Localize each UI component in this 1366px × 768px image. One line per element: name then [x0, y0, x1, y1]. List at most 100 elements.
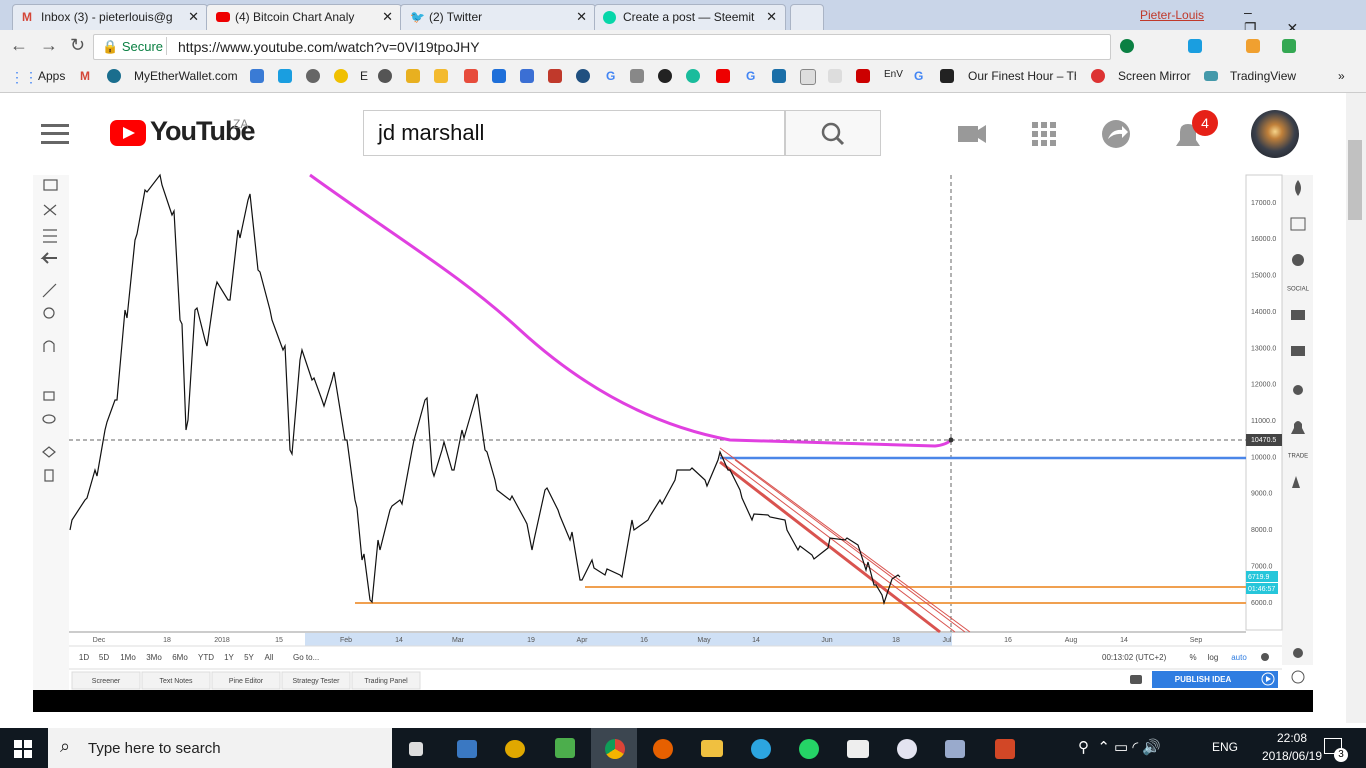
url: https://www.youtube.com/watch?v=0VI19tpo… — [178, 39, 480, 55]
panel-tab-label[interactable]: Screener — [92, 678, 121, 685]
x-tick-label: 16 — [1004, 637, 1012, 644]
price-series — [69, 173, 901, 606]
gmail-icon[interactable]: M — [80, 69, 90, 83]
x-tick-label: 14 — [1120, 637, 1128, 644]
action-center[interactable] — [1324, 738, 1342, 754]
range-button[interactable]: 5D — [99, 653, 109, 662]
bookmark[interactable]: TradingView — [1230, 69, 1297, 83]
tab-title: Inbox (3) - pieterlouis@g — [41, 10, 173, 24]
search-button[interactable] — [785, 110, 881, 156]
range-button[interactable]: 3Mo — [146, 653, 162, 662]
nav-buttons[interactable]: ←→↻ — [10, 35, 98, 55]
tab[interactable]: (4) Bitcoin Chart Analy ✕ — [206, 4, 402, 30]
publish-button[interactable] — [1152, 671, 1278, 688]
search-box[interactable]: jd marshall — [363, 110, 785, 156]
panel-tab-label[interactable]: Trading Panel — [364, 678, 408, 685]
panel-tab-label[interactable]: Text Notes — [159, 678, 193, 685]
price-label-box — [1246, 434, 1282, 446]
youtube-logo-icon[interactable] — [110, 120, 146, 146]
y-tick-label: 14000.0 — [1251, 309, 1276, 316]
tab[interactable]: Create a post — Steemit ✕ — [594, 4, 786, 30]
security-indicator: 🔒 Secure — [102, 39, 164, 54]
scale-option[interactable]: % — [1189, 653, 1196, 662]
bookmark[interactable]: G — [746, 69, 756, 83]
range-button[interactable]: 1Mo — [120, 653, 136, 662]
x-tick-label: 18 — [163, 637, 171, 644]
range-button[interactable]: YTD — [198, 653, 214, 662]
bookmark[interactable]: G — [914, 69, 924, 83]
notification-badge: 4 — [1192, 110, 1218, 136]
panel-tab[interactable] — [351, 671, 421, 690]
chart-frame — [33, 175, 1313, 690]
bookmark[interactable]: MyEtherWallet.com — [134, 69, 238, 83]
goto-button[interactable]: Go to... — [293, 653, 319, 662]
bookmark[interactable]: Apps — [38, 69, 66, 83]
y-tick-label: 12000.0 — [1251, 382, 1276, 389]
taskbar-search[interactable]: ⌕ Type here to search — [48, 728, 392, 768]
menu-button[interactable] — [41, 124, 69, 144]
panel-tab[interactable] — [211, 671, 281, 690]
panel-tab[interactable] — [141, 671, 211, 690]
x-tick-label: 14 — [395, 637, 403, 644]
publish-label[interactable]: PUBLISH IDEA — [1175, 675, 1232, 684]
chart-clock: 00:13:02 (UTC+2) — [1102, 653, 1167, 662]
tab[interactable]: 🐦 (2) Twitter ✕ — [400, 4, 596, 30]
panel-tab-label[interactable]: Strategy Tester — [293, 678, 341, 685]
y-tick-label: 17000.0 — [1251, 200, 1276, 207]
start-button[interactable] — [14, 740, 32, 758]
x-tick-label: May — [697, 637, 711, 644]
tray-icons[interactable]: ⚲ ⌃ ▭ ◜ 🔊 — [1078, 739, 1162, 756]
bookmark[interactable]: EnV — [884, 69, 903, 80]
price-scale — [1245, 174, 1283, 631]
youtube-logo[interactable]: YouTube — [150, 116, 255, 146]
bookmark-icons[interactable] — [250, 69, 350, 83]
scrollbar[interactable] — [1346, 93, 1366, 723]
price-label: 01:46:57 — [1248, 586, 1275, 593]
x-tick-label: Jul — [943, 637, 952, 644]
bookmarks-bar — [0, 62, 1366, 93]
y-tick-label: 9000.0 — [1251, 491, 1273, 498]
clock-date[interactable]: 2018/06/19 — [1261, 749, 1323, 763]
range-button[interactable]: 5Y — [244, 653, 254, 662]
omnibox[interactable]: 🔒 Secure https://www.youtube.com/watch?v… — [93, 34, 1111, 60]
region: ZA — [233, 117, 249, 131]
bookmark[interactable]: Our Finest Hour – Th — [968, 69, 1076, 83]
range-button[interactable]: All — [265, 653, 274, 662]
bookmark-icons[interactable] — [630, 69, 740, 83]
bookmark[interactable]: E — [360, 69, 369, 83]
avatar[interactable] — [1251, 110, 1299, 158]
range-button[interactable]: 1Y — [224, 653, 234, 662]
more-bookmarks[interactable]: » — [1338, 69, 1345, 83]
bookmark-icon — [1204, 71, 1218, 81]
tab-title: (2) Twitter — [429, 10, 483, 24]
extensions[interactable] — [1116, 36, 1326, 56]
new-tab[interactable] — [790, 4, 824, 30]
profile[interactable]: Pieter-Louis — [1140, 8, 1204, 22]
panel-tab[interactable] — [281, 671, 351, 690]
notification-count: 4 — [1201, 115, 1209, 131]
language[interactable]: ENG — [1212, 740, 1239, 754]
bookmark-icon — [1091, 69, 1105, 83]
tab[interactable]: M Inbox (3) - pieterlouis@g ✕ — [12, 4, 208, 30]
video-letterbox — [33, 690, 1313, 712]
price-label: 6719.9 — [1248, 574, 1270, 581]
action-center-count: 3 — [1338, 749, 1344, 760]
x-tick-label: 16 — [640, 637, 648, 644]
panel-tab[interactable] — [71, 671, 141, 690]
x-tick-label: 18 — [892, 637, 900, 644]
bookmark-icons[interactable] — [772, 69, 872, 85]
scale-option[interactable]: log — [1208, 653, 1219, 662]
range-button[interactable]: 1D — [79, 653, 89, 662]
taskbar-apps[interactable] — [405, 728, 1025, 768]
scale-option[interactable]: auto — [1231, 653, 1247, 662]
range-button[interactable]: 6Mo — [172, 653, 188, 662]
clock-time[interactable]: 22:08 — [1276, 731, 1308, 745]
bookmark[interactable]: G — [606, 69, 616, 83]
bookmark[interactable]: Screen Mirror — [1118, 69, 1191, 83]
bookmark-icons[interactable] — [378, 69, 598, 83]
y-tick-label: 11000.0 — [1251, 418, 1276, 425]
side-label: SOCIAL — [1287, 287, 1310, 293]
action-center-badge: 3 — [1334, 748, 1348, 762]
panel-tab-label[interactable]: Pine Editor — [229, 678, 264, 685]
